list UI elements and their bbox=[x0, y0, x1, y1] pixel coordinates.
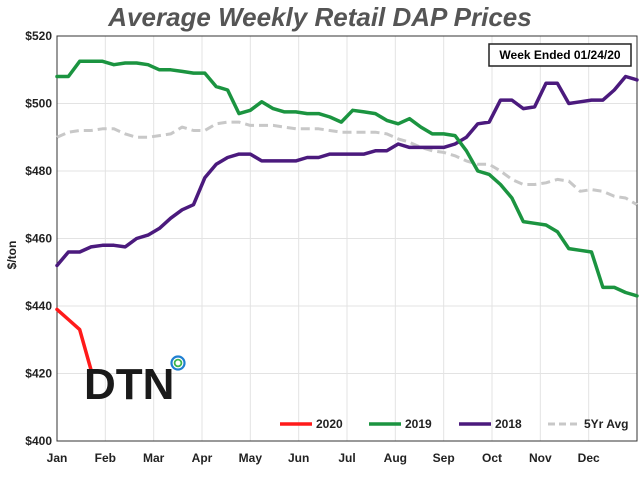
x-tick-label: Jun bbox=[288, 451, 309, 465]
y-tick-label: $440 bbox=[25, 299, 52, 313]
annotation-box: Week Ended 01/24/20 bbox=[488, 43, 632, 67]
series-line-2018 bbox=[55, 74, 639, 268]
series-line-2019 bbox=[55, 59, 639, 298]
y-tick-labels: $400 $420 $440 $460 $480 $500 $520 bbox=[25, 29, 52, 448]
y-tick-label: $400 bbox=[25, 434, 52, 448]
dtn-logo-text: DTN bbox=[84, 360, 174, 409]
grid bbox=[57, 35, 637, 442]
legend-label: 5Yr Avg bbox=[584, 417, 628, 431]
x-tick-label: Nov bbox=[529, 451, 552, 465]
x-tick-labels: Jan Feb Mar Apr May Jun Jul Aug Sep Oct Nov Dec bbox=[47, 451, 600, 465]
series-line-5yr-avg bbox=[56, 120, 638, 206]
x-tick-label: Aug bbox=[384, 451, 407, 465]
x-tick-label: May bbox=[239, 451, 263, 465]
x-tick-label: Apr bbox=[192, 451, 213, 465]
y-tick-label: $520 bbox=[25, 29, 52, 43]
x-tick-label: Oct bbox=[482, 451, 502, 465]
x-tick-label: Mar bbox=[143, 451, 165, 465]
x-tick-label: Feb bbox=[95, 451, 116, 465]
annotation-text: Week Ended 01/24/20 bbox=[499, 48, 621, 62]
dtn-logo: DTN bbox=[84, 355, 186, 409]
x-tick-label: Jan bbox=[47, 451, 68, 465]
series-line-2020 bbox=[55, 307, 93, 372]
series-lines bbox=[55, 59, 639, 372]
chart-title: Average Weekly Retail DAP Prices bbox=[108, 2, 532, 32]
x-tick-label: Jul bbox=[338, 451, 355, 465]
y-tick-label: $420 bbox=[25, 367, 52, 381]
legend-label: 2018 bbox=[495, 417, 522, 431]
dtn-logo-ring-outer bbox=[170, 355, 186, 371]
legend: 2020 2019 2018 5Yr Avg bbox=[280, 417, 628, 431]
y-tick-label: $480 bbox=[25, 164, 52, 178]
x-tick-label: Dec bbox=[578, 451, 600, 465]
plot-frame bbox=[56, 35, 638, 442]
dtn-logo-ring-inner bbox=[173, 358, 183, 368]
legend-label: 2020 bbox=[316, 417, 343, 431]
legend-label: 2019 bbox=[405, 417, 432, 431]
y-axis-label: $/ton bbox=[5, 241, 19, 270]
y-tick-label: $500 bbox=[25, 97, 52, 111]
y-tick-label: $460 bbox=[25, 232, 52, 246]
x-tick-label: Sep bbox=[433, 451, 455, 465]
